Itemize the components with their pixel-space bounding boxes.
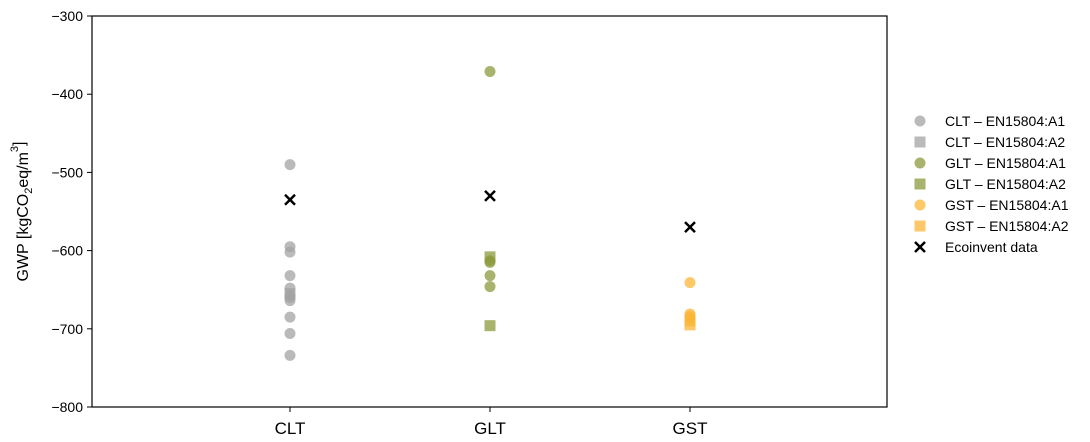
data-point-circle-clt	[284, 311, 296, 323]
legend-marker	[914, 157, 926, 169]
data-point-square-gst	[684, 319, 696, 331]
data-marks	[284, 66, 696, 361]
y-tick-label: −400	[51, 86, 83, 102]
data-point-square-glt	[484, 251, 496, 263]
legend-label: GLT – EN15804:A2	[945, 176, 1066, 192]
data-point-circle-clt	[284, 349, 296, 361]
y-tick-label: −800	[51, 399, 83, 415]
legend-marker	[914, 178, 926, 190]
legend-marker	[914, 199, 926, 211]
data-point-circle-clt	[284, 159, 296, 171]
data-point-x-clt	[284, 193, 296, 206]
legend-label: GLT – EN15804:A1	[945, 155, 1066, 171]
data-point-circle-glt	[484, 281, 496, 293]
x-tick-label-clt: CLT	[275, 419, 306, 437]
x-marker-stroke	[914, 241, 926, 253]
data-point-x-gst	[684, 221, 696, 234]
x-marker-stroke	[684, 221, 696, 234]
y-tick-label: −600	[51, 243, 83, 259]
legend-label: GST – EN15804:A2	[945, 218, 1069, 234]
y-axis-label: GWP [kgCO2eq/m3]	[9, 142, 35, 282]
data-point-circle-clt	[284, 327, 296, 339]
legend-label: CLT – EN15804:A2	[945, 134, 1065, 150]
legend-marker	[914, 115, 926, 127]
y-tick-label: −700	[51, 321, 83, 337]
legend-marker	[914, 220, 926, 232]
legend: CLT – EN15804:A1 CLT – EN15804:A2 GLT – EN…	[914, 113, 1069, 255]
legend-marker	[914, 136, 926, 148]
data-point-square-clt	[284, 288, 296, 300]
legend-label: CLT – EN15804:A1	[945, 113, 1065, 129]
data-point-circle-clt	[284, 270, 296, 282]
x-marker-stroke	[484, 189, 496, 202]
data-point-x-glt	[484, 189, 496, 202]
data-point-circle-gst	[684, 277, 696, 289]
x-tick-label-gst: GST	[673, 419, 708, 437]
data-point-square-glt	[484, 320, 496, 332]
x-tick-label-glt: GLT	[474, 419, 506, 437]
data-point-circle-glt	[484, 270, 496, 282]
y-tick-label: −500	[51, 164, 83, 180]
x-marker-stroke	[284, 193, 296, 206]
legend-marker	[914, 241, 926, 253]
y-tick-label: −300	[51, 8, 83, 24]
legend-label: GST – EN15804:A1	[945, 197, 1069, 213]
data-point-circle-glt	[484, 66, 496, 78]
data-point-circle-clt	[284, 246, 296, 258]
legend-label: Ecoinvent data	[945, 239, 1038, 255]
axes: −800 −700 −600 −500 −400 −300 CLT GLT GST GWP [kg…	[9, 8, 708, 438]
